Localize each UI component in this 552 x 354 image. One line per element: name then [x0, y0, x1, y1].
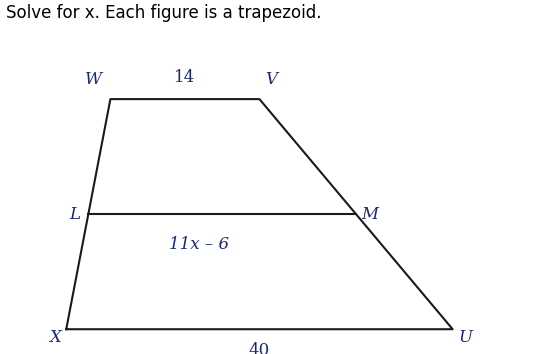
Text: W: W [85, 72, 102, 88]
Text: L: L [69, 206, 80, 223]
Text: X: X [49, 329, 61, 346]
Text: Solve for x. Each figure is a trapezoid.: Solve for x. Each figure is a trapezoid. [6, 4, 321, 22]
Text: M: M [362, 206, 379, 223]
Text: V: V [265, 72, 277, 88]
Text: 40: 40 [249, 342, 270, 354]
Text: U: U [458, 329, 472, 346]
Text: 11x – 6: 11x – 6 [169, 236, 229, 253]
Text: 14: 14 [174, 69, 195, 86]
